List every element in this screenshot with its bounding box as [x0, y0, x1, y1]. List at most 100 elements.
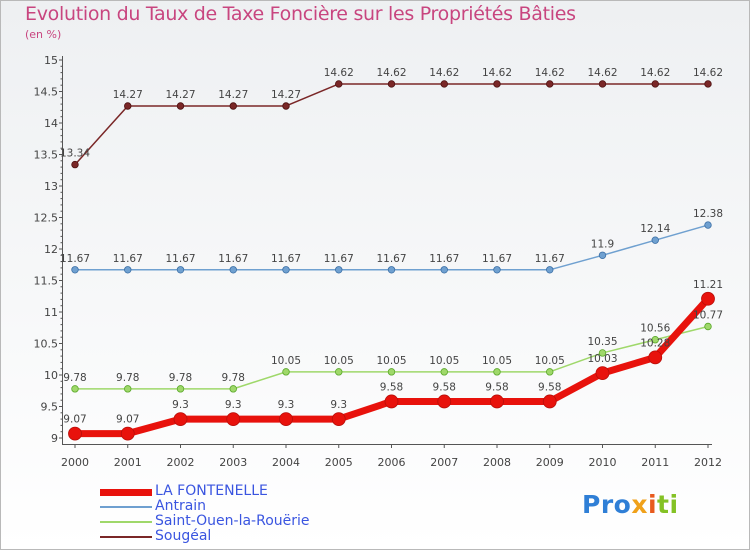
data-label: 11.67 [218, 253, 248, 265]
data-label: 9.78 [169, 372, 192, 384]
data-point [704, 80, 712, 88]
x-tick-label: 2002 [167, 456, 195, 469]
x-tick-label: 2010 [589, 456, 617, 469]
data-label: 11.67 [271, 253, 301, 265]
data-point [124, 102, 132, 110]
data-label: 11.67 [60, 253, 90, 265]
data-label: 10.05 [271, 355, 301, 367]
data-point [440, 266, 448, 274]
chart-title: Evolution du Taux de Taxe Foncière sur l… [25, 3, 576, 25]
data-label: 9.78 [222, 372, 245, 384]
data-label: 10.05 [535, 355, 565, 367]
x-tick-label: 2001 [114, 456, 142, 469]
data-label: 9.3 [278, 399, 295, 411]
x-tick-label: 2008 [483, 456, 511, 469]
data-point [176, 102, 185, 110]
data-point [331, 412, 346, 427]
data-point [384, 394, 399, 409]
x-tick-label: 2000 [61, 456, 89, 469]
data-label: 14.62 [429, 67, 459, 79]
y-tick-label: 10 [44, 369, 58, 382]
data-point [648, 350, 663, 365]
logo-part: Pro [582, 490, 632, 519]
data-label: 9.58 [433, 381, 456, 393]
data-point [282, 368, 290, 376]
legend-label: Antrain [155, 498, 207, 514]
data-point [387, 368, 396, 376]
data-point [542, 394, 557, 409]
data-point [176, 385, 185, 393]
data-label: 14.62 [535, 67, 565, 79]
data-label: 10.35 [587, 336, 617, 348]
data-label: 11.9 [591, 238, 614, 250]
data-label: 11.67 [376, 253, 406, 265]
x-tick-label: 2006 [378, 456, 406, 469]
data-point [598, 251, 607, 259]
data-point [71, 385, 79, 393]
data-point [546, 266, 554, 274]
data-point [335, 80, 343, 88]
data-label: 14.62 [376, 67, 406, 79]
data-point [229, 266, 237, 274]
data-point [71, 266, 79, 274]
legend-swatch [100, 521, 152, 523]
y-tick-label: 13.5 [34, 149, 59, 162]
data-point [490, 394, 504, 409]
x-tick-label: 2007 [430, 456, 458, 469]
data-point [595, 366, 610, 381]
data-label: 9.78 [116, 372, 139, 384]
logo-part: i [647, 490, 658, 519]
y-tick-label: 15 [44, 54, 58, 67]
data-point [440, 80, 448, 88]
legend-label: Saint-Ouen-la-Rouërie [155, 513, 310, 529]
data-labels: 13.34 14.27 14.27 14.27 14.27 14.62 14.62 14.62… [60, 67, 723, 426]
data-label: 11.67 [429, 253, 459, 265]
data-label: 11.21 [693, 279, 723, 291]
data-label: 9.3 [172, 399, 189, 411]
data-point [71, 160, 79, 169]
data-point [701, 291, 715, 306]
data-label: 11.67 [165, 253, 195, 265]
data-label: 9.07 [116, 414, 139, 426]
data-point [546, 80, 554, 88]
data-label: 11.67 [324, 253, 354, 265]
data-point [124, 266, 132, 274]
data-label: 10.56 [640, 323, 670, 335]
data-label: 14.27 [218, 89, 248, 101]
legend-swatch [100, 489, 152, 496]
data-point [440, 368, 448, 376]
y-tick-label: 9.5 [41, 401, 59, 414]
data-point [651, 236, 659, 244]
data-point [229, 102, 237, 110]
data-label: 9.58 [380, 381, 403, 393]
data-label: 14.62 [482, 67, 512, 79]
x-tick-label: 2005 [325, 456, 353, 469]
data-label: 14.27 [113, 89, 143, 101]
data-label: 11.67 [482, 253, 512, 265]
y-tick-label: 12.5 [34, 212, 59, 225]
data-label: 9.58 [538, 381, 561, 393]
data-label: 11.67 [113, 253, 143, 265]
y-tick-label: 14 [44, 117, 58, 130]
data-point [68, 426, 82, 441]
data-point [282, 266, 290, 274]
data-label: 14.62 [587, 67, 617, 79]
data-point [282, 102, 290, 110]
axes: 9 9.5 10 10.5 11 11.5 12 12.5 13 13.5 14 14.5 15 2000… [34, 54, 723, 469]
legend-label: LA FONTENELLE [155, 483, 268, 499]
y-tick-label: 12 [44, 243, 58, 256]
data-point [546, 368, 554, 376]
logo-part: ti [657, 490, 679, 519]
data-label: 10.05 [429, 355, 459, 367]
data-label: 10.28 [640, 337, 670, 349]
x-tick-label: 2003 [219, 456, 247, 469]
legend-swatch [100, 536, 152, 538]
y-tick-label: 14.5 [34, 86, 59, 99]
data-label: 12.14 [640, 223, 670, 235]
data-label: 13.34 [60, 148, 90, 160]
data-point [387, 80, 396, 88]
data-point [120, 426, 135, 441]
x-tick-label: 2011 [641, 456, 669, 469]
